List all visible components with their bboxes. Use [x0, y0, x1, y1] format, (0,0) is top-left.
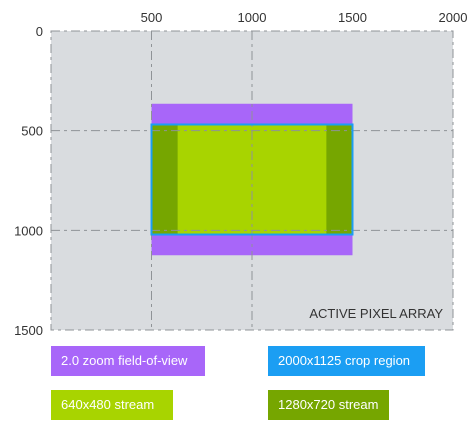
y-tick-label: 0 [36, 24, 43, 39]
x-axis-ticks: 500 1000 1500 2000 [141, 10, 468, 25]
legend-crop-region: 2000x1125 crop region [268, 346, 425, 376]
y-tick-label: 1500 [14, 323, 43, 338]
x-tick-label: 500 [141, 10, 163, 25]
active-pixel-array-label: ACTIVE PIXEL ARRAY [309, 306, 443, 321]
y-axis-ticks: 0 500 1000 1500 [14, 24, 43, 338]
grid-lines [50, 30, 454, 331]
crop-region-outline [150, 123, 354, 236]
y-tick-label: 500 [21, 124, 43, 139]
legend-640x480-stream: 640x480 stream [51, 390, 173, 420]
x-tick-label: 1000 [238, 10, 267, 25]
x-tick-label: 1500 [338, 10, 367, 25]
x-tick-label: 2000 [439, 10, 468, 25]
y-tick-label: 1000 [14, 223, 43, 238]
grid-border [50, 30, 454, 331]
legend-zoom-fov: 2.0 zoom field-of-view [51, 346, 205, 376]
legend-1280x720-stream: 1280x720 stream [268, 390, 389, 420]
